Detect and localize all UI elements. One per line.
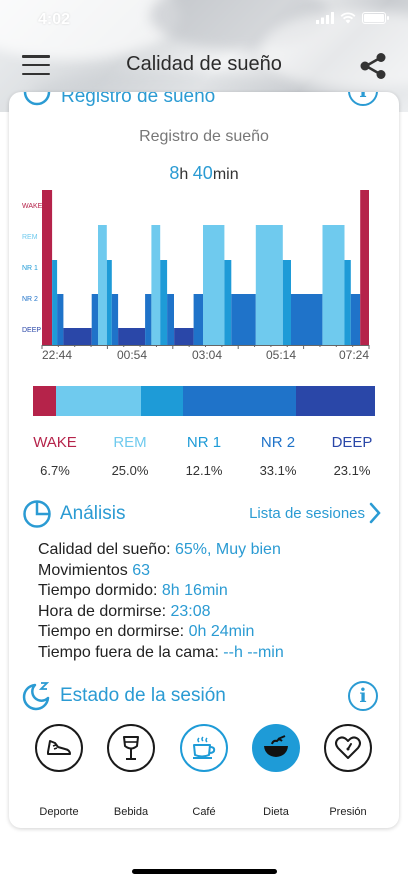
pressure-button[interactable] (324, 724, 372, 772)
legend-pct: 6.7% (40, 463, 70, 478)
x-tick-label: 22:44 (41, 348, 73, 362)
menu-button[interactable] (22, 52, 50, 78)
drink-button[interactable] (107, 724, 155, 772)
legend-pct: 33.1% (259, 463, 297, 478)
y-label-deep: DEEP (22, 327, 42, 334)
legend-pct: 12.1% (185, 463, 223, 478)
duration-hours-unit: h (179, 166, 189, 183)
summary-bar-segment (141, 386, 183, 416)
wifi-icon (340, 12, 356, 24)
sleep-record-header: Registro de sueño i (9, 92, 399, 114)
duration-minutes-unit: min (212, 166, 239, 183)
legend-nr2: NR 2 33.1% (243, 434, 313, 478)
x-tick-label: 05:14 (265, 348, 297, 362)
sessions-list-link[interactable]: Lista de sesiones (249, 502, 381, 524)
status-icons (316, 12, 389, 24)
analysis-title: Análisis (60, 503, 126, 524)
stage-summary-bar (33, 386, 375, 416)
home-indicator (132, 869, 277, 874)
stat-fall-asleep-time: Tiempo en dormirse: 0h 24min (38, 623, 255, 640)
share-icon[interactable] (358, 52, 388, 80)
page-title: Calidad de sueño (126, 53, 282, 75)
summary-bar-segment (33, 386, 56, 416)
diet-button[interactable] (252, 724, 300, 772)
y-label-rem: REM (22, 234, 38, 241)
x-tick-label: 00:54 (116, 348, 148, 362)
bowl-icon (264, 735, 288, 757)
legend-nr1: NR 1 12.1% (169, 434, 239, 478)
analysis-stats: Calidad del sueño: 65%, Muy bien Movimie… (38, 540, 284, 663)
moon-z-icon (22, 682, 50, 711)
summary-bar-segment (295, 386, 375, 416)
duration-minutes: 40 (192, 163, 213, 183)
x-tick-label: 03:04 (191, 348, 223, 362)
y-label-wake: WAKE (22, 203, 43, 210)
session-state-title: Estado de la sesión (60, 685, 226, 706)
y-label-nr2: NR 2 (22, 296, 38, 303)
legend-name: DEEP (331, 434, 373, 451)
battery-icon (362, 12, 389, 24)
x-tick-label: 07:24 (338, 348, 370, 362)
signal-icon (316, 12, 334, 24)
sport-button[interactable] (35, 724, 83, 772)
coffee-cup-icon (193, 736, 216, 759)
stat-movements: Movimientos 63 (38, 561, 151, 579)
sessions-list-label: Lista de sesiones (249, 504, 365, 522)
legend-rem: REM 25.0% (95, 434, 165, 478)
legend-deep: DEEP 23.1% (317, 434, 387, 478)
diet-label: Dieta (263, 806, 289, 818)
chevron-right-icon (369, 502, 381, 524)
wine-glass-icon (123, 736, 139, 760)
legend-pct: 25.0% (111, 463, 149, 478)
moon-icon (23, 92, 51, 106)
legend-pct: 23.1% (333, 463, 371, 478)
heart-gauge-icon (335, 736, 361, 759)
summary-bar-segment (55, 386, 142, 416)
hamburger-icon-line (22, 63, 50, 67)
sleep-quality-card (9, 92, 399, 828)
legend-name: WAKE (33, 434, 77, 451)
hamburger-icon-line (22, 72, 50, 75)
stat-sleep-quality: Calidad del sueño: 65%, Muy bien (38, 541, 281, 558)
sleep-duration: 8h 40min (0, 163, 408, 184)
stat-time-asleep: Tiempo dormido: 8h 16min (38, 582, 228, 599)
session-state-info-button[interactable]: i (348, 681, 378, 711)
coffee-button[interactable] (180, 724, 228, 772)
stat-sleep-time: Hora de dormirse: 23:08 (38, 602, 211, 620)
pressure-label: Presión (329, 806, 367, 818)
coffee-label: Café (192, 806, 216, 818)
pie-chart-icon (23, 500, 51, 528)
sleep-record-info-button[interactable]: i (348, 92, 378, 106)
sneaker-icon (47, 740, 71, 755)
y-label-nr1: NR 1 (22, 265, 38, 272)
status-time: 4:02 (38, 11, 71, 28)
stat-out-of-bed: Tiempo fuera de la cama: --h --min (38, 643, 284, 661)
duration-hours: 8 (169, 163, 180, 183)
legend-name: REM (113, 434, 147, 451)
chart-title: Registro de sueño (139, 128, 269, 145)
hamburger-icon-line (22, 55, 50, 58)
drink-label: Bebida (113, 806, 149, 818)
legend-name: NR 2 (260, 434, 296, 451)
legend-name: NR 1 (186, 434, 222, 451)
sleep-record-title: Registro de sueño (61, 92, 216, 107)
legend-wake: WAKE 6.7% (20, 434, 90, 478)
summary-bar-segment (182, 386, 296, 416)
sport-label: Deporte (39, 806, 79, 818)
